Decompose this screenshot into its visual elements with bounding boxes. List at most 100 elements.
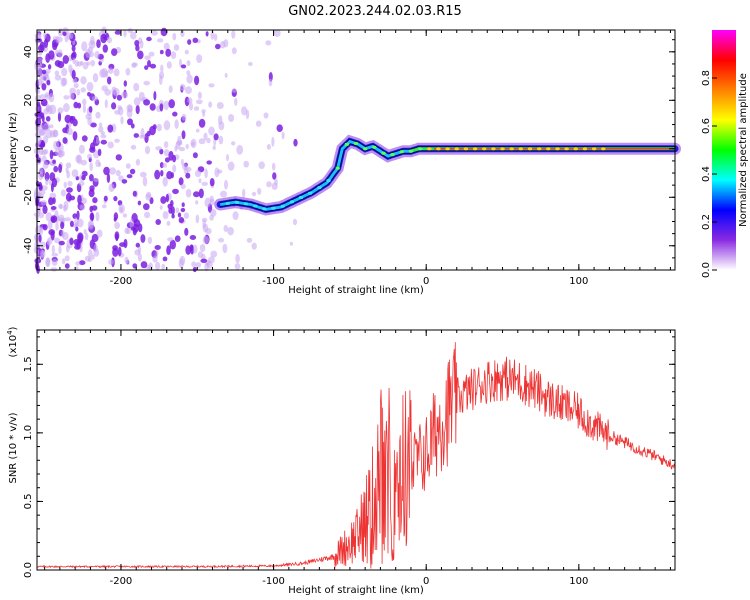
noise-blob bbox=[45, 116, 51, 122]
noise-blob bbox=[85, 49, 92, 58]
noise-blob bbox=[73, 83, 79, 89]
ridge-blob bbox=[472, 147, 478, 151]
noise-blob bbox=[52, 42, 58, 51]
noise-blob bbox=[210, 30, 215, 40]
noise-blob bbox=[60, 221, 65, 230]
noise-blob bbox=[218, 121, 225, 131]
noise-blob bbox=[137, 50, 144, 60]
noise-blob bbox=[83, 229, 87, 235]
noise-blob bbox=[184, 49, 189, 55]
noise-blob bbox=[178, 258, 184, 269]
noise-blob bbox=[124, 227, 129, 234]
noise-blob bbox=[163, 100, 170, 111]
noise-blob bbox=[148, 51, 155, 57]
noise-blob bbox=[232, 211, 239, 221]
noise-blob bbox=[167, 237, 174, 242]
snr-multiplier: (x104) bbox=[6, 326, 19, 357]
noise-blob bbox=[155, 219, 161, 225]
noise-blob bbox=[50, 267, 58, 272]
noise-blob bbox=[90, 35, 95, 46]
noise-blob bbox=[98, 162, 102, 167]
noise-blob bbox=[178, 146, 186, 152]
noise-blob bbox=[163, 42, 170, 51]
noise-blob bbox=[45, 68, 51, 74]
noise-blob bbox=[168, 207, 173, 214]
noise-blob bbox=[90, 122, 97, 128]
noise-blob bbox=[137, 252, 142, 262]
noise-blob bbox=[96, 229, 103, 238]
noise-blob bbox=[58, 240, 65, 246]
noise-blob bbox=[43, 39, 49, 48]
noise-blob bbox=[194, 170, 202, 178]
noise-blob bbox=[107, 141, 114, 149]
ridge-blob bbox=[335, 166, 340, 170]
noise-blob bbox=[62, 232, 69, 240]
noise-blob bbox=[86, 81, 94, 92]
noise-blob bbox=[174, 235, 181, 242]
noise-blob bbox=[87, 153, 92, 160]
noise-blob bbox=[224, 72, 228, 78]
noise-blob bbox=[72, 57, 76, 64]
colorbar-tick-label: 0.0 bbox=[701, 262, 712, 278]
noise-blob bbox=[43, 122, 51, 131]
y-tick-label: 0.0 bbox=[23, 562, 34, 578]
noise-blob bbox=[113, 68, 120, 77]
noise-blob bbox=[180, 207, 186, 213]
noise-blob bbox=[38, 211, 45, 219]
noise-blob bbox=[47, 220, 53, 230]
noise-blob bbox=[101, 204, 107, 209]
noise-blob bbox=[143, 203, 150, 211]
noise-blob bbox=[44, 92, 50, 98]
noise-blob bbox=[108, 183, 115, 192]
noise-blob bbox=[166, 220, 171, 226]
noise-blob bbox=[129, 168, 136, 175]
noise-blob bbox=[248, 61, 253, 67]
noise-blob bbox=[61, 150, 65, 157]
noise-blob bbox=[38, 190, 46, 195]
noise-blob bbox=[159, 75, 163, 85]
noise-blob bbox=[76, 210, 80, 220]
ridge-blob bbox=[555, 147, 560, 151]
noise-blob bbox=[64, 114, 72, 124]
noise-blob bbox=[195, 200, 199, 205]
ridge-blob bbox=[546, 147, 551, 151]
noise-blob bbox=[100, 131, 106, 136]
noise-blob bbox=[88, 249, 93, 259]
noise-blob bbox=[107, 76, 112, 85]
y-tick-label: 0 bbox=[23, 146, 34, 152]
noise-blob bbox=[40, 71, 48, 81]
noise-blob bbox=[95, 136, 100, 144]
noise-blob bbox=[81, 135, 88, 142]
noise-blob bbox=[185, 245, 191, 255]
snr-multiplier-close: ) bbox=[8, 326, 19, 330]
noise-blob bbox=[118, 175, 124, 181]
noise-blob bbox=[212, 145, 216, 151]
noise-blob bbox=[143, 99, 151, 106]
noise-blob bbox=[51, 244, 55, 254]
noise-blob bbox=[58, 244, 62, 255]
noise-blob bbox=[50, 206, 57, 210]
noise-blob bbox=[133, 82, 140, 92]
noise-blob bbox=[65, 162, 72, 169]
noise-blob bbox=[191, 261, 197, 268]
noise-blob bbox=[130, 31, 137, 40]
noise-blob bbox=[195, 214, 200, 224]
noise-blob bbox=[125, 259, 130, 265]
noise-blob bbox=[114, 30, 122, 35]
noise-blob bbox=[206, 260, 213, 269]
noise-blob bbox=[206, 160, 212, 165]
noise-blob bbox=[271, 162, 276, 171]
noise-blob bbox=[57, 112, 62, 122]
noise-blob bbox=[91, 96, 99, 101]
noise-blob bbox=[197, 91, 202, 99]
ridge-blob bbox=[326, 179, 331, 183]
noise-blob bbox=[159, 103, 164, 112]
noise-blob bbox=[71, 169, 79, 178]
noise-blob bbox=[69, 92, 75, 100]
noise-blob bbox=[243, 160, 249, 168]
noise-blob bbox=[139, 171, 147, 178]
noise-blob bbox=[34, 112, 41, 117]
noise-blob bbox=[91, 254, 95, 260]
noise-blob bbox=[72, 131, 78, 141]
